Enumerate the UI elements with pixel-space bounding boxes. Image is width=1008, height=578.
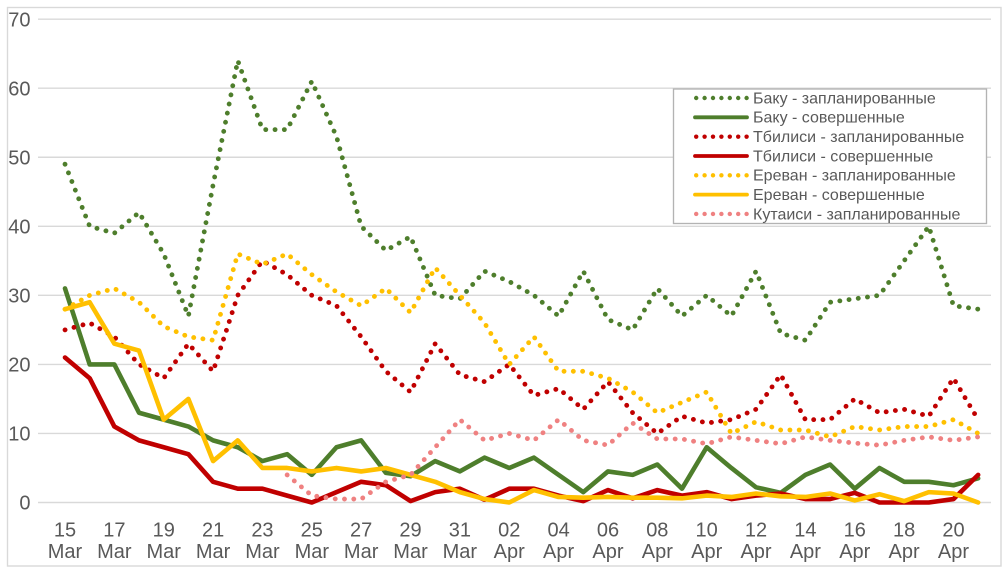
svg-text:Баку - запланированные: Баку - запланированные: [753, 90, 936, 107]
svg-text:Mar: Mar: [295, 541, 330, 563]
svg-text:06: 06: [597, 520, 619, 542]
svg-text:Ереван - запланированные: Ереван - запланированные: [753, 168, 956, 185]
svg-text:Mar: Mar: [48, 541, 83, 563]
svg-text:0: 0: [19, 493, 30, 515]
svg-text:23: 23: [251, 520, 273, 542]
svg-text:17: 17: [103, 520, 125, 542]
svg-text:50: 50: [8, 147, 30, 169]
svg-text:20: 20: [8, 355, 30, 377]
svg-text:Тбилиси - запланированные: Тбилиси - запланированные: [753, 129, 964, 146]
svg-text:Apr: Apr: [790, 541, 821, 563]
svg-text:Apr: Apr: [494, 541, 525, 563]
svg-text:Apr: Apr: [543, 541, 574, 563]
svg-text:Баку - совершенные: Баку - совершенные: [753, 110, 905, 127]
svg-text:60: 60: [8, 78, 30, 100]
svg-text:14: 14: [794, 520, 816, 542]
svg-text:Apr: Apr: [938, 541, 969, 563]
svg-text:30: 30: [8, 286, 30, 308]
svg-text:Mar: Mar: [393, 541, 428, 563]
svg-text:10: 10: [696, 520, 718, 542]
svg-text:Mar: Mar: [245, 541, 280, 563]
svg-text:Mar: Mar: [97, 541, 132, 563]
svg-text:31: 31: [449, 520, 471, 542]
svg-text:29: 29: [399, 520, 421, 542]
svg-text:40: 40: [8, 217, 30, 239]
svg-text:Apr: Apr: [839, 541, 870, 563]
svg-text:12: 12: [745, 520, 767, 542]
svg-text:Mar: Mar: [196, 541, 231, 563]
svg-text:Apr: Apr: [889, 541, 920, 563]
svg-text:27: 27: [350, 520, 372, 542]
svg-text:Mar: Mar: [344, 541, 379, 563]
svg-text:Кутаиси - запланированные: Кутаиси - запланированные: [753, 206, 961, 223]
svg-text:Apr: Apr: [592, 541, 623, 563]
svg-text:Тбилиси - совершенные: Тбилиси - совершенные: [753, 148, 933, 165]
svg-text:20: 20: [942, 520, 964, 542]
svg-text:15: 15: [54, 520, 76, 542]
svg-text:19: 19: [153, 520, 175, 542]
svg-text:Mar: Mar: [146, 541, 181, 563]
svg-text:21: 21: [202, 520, 224, 542]
svg-text:18: 18: [893, 520, 915, 542]
svg-text:16: 16: [844, 520, 866, 542]
svg-text:08: 08: [646, 520, 668, 542]
svg-text:25: 25: [301, 520, 323, 542]
svg-text:Apr: Apr: [642, 541, 673, 563]
svg-text:04: 04: [547, 520, 569, 542]
svg-text:Ереван - совершенные: Ереван - совершенные: [753, 187, 925, 204]
svg-text:Apr: Apr: [691, 541, 722, 563]
svg-text:10: 10: [8, 424, 30, 446]
svg-text:Mar: Mar: [443, 541, 478, 563]
svg-text:70: 70: [8, 9, 30, 31]
svg-text:02: 02: [498, 520, 520, 542]
svg-text:Apr: Apr: [740, 541, 771, 563]
